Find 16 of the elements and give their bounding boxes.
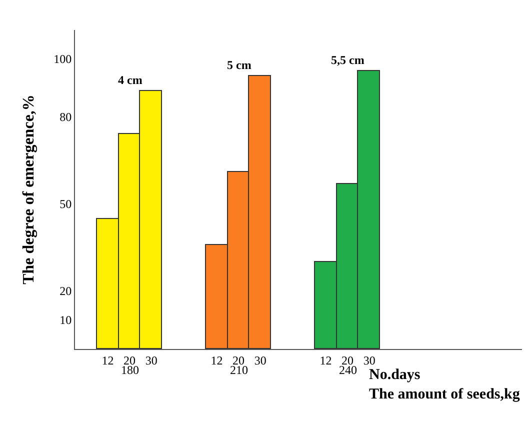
x-axis-title: No.days The amount of seeds,kg [369, 367, 520, 402]
x-tick-label: 30 [363, 353, 376, 368]
y-tick-label: 20 [60, 284, 72, 298]
y-tick-label: 100 [54, 52, 72, 66]
series-label: 5,5 cm [331, 53, 364, 67]
x-tick-label: 12 [210, 353, 223, 368]
x-tick-label: 30 [254, 353, 266, 368]
y-axis-title: The degree of emergence,% [20, 94, 38, 284]
y-tick-label: 80 [60, 110, 72, 124]
x-tick-label: 12 [320, 353, 332, 368]
x-tick-label: 12 [102, 353, 114, 368]
series-label: 5 cm [227, 58, 252, 72]
x-tick-label: 30 [145, 353, 158, 368]
series-label: 4 cm [118, 73, 142, 87]
y-tick-label: 50 [60, 197, 72, 212]
y-tick-label: 10 [60, 313, 72, 328]
